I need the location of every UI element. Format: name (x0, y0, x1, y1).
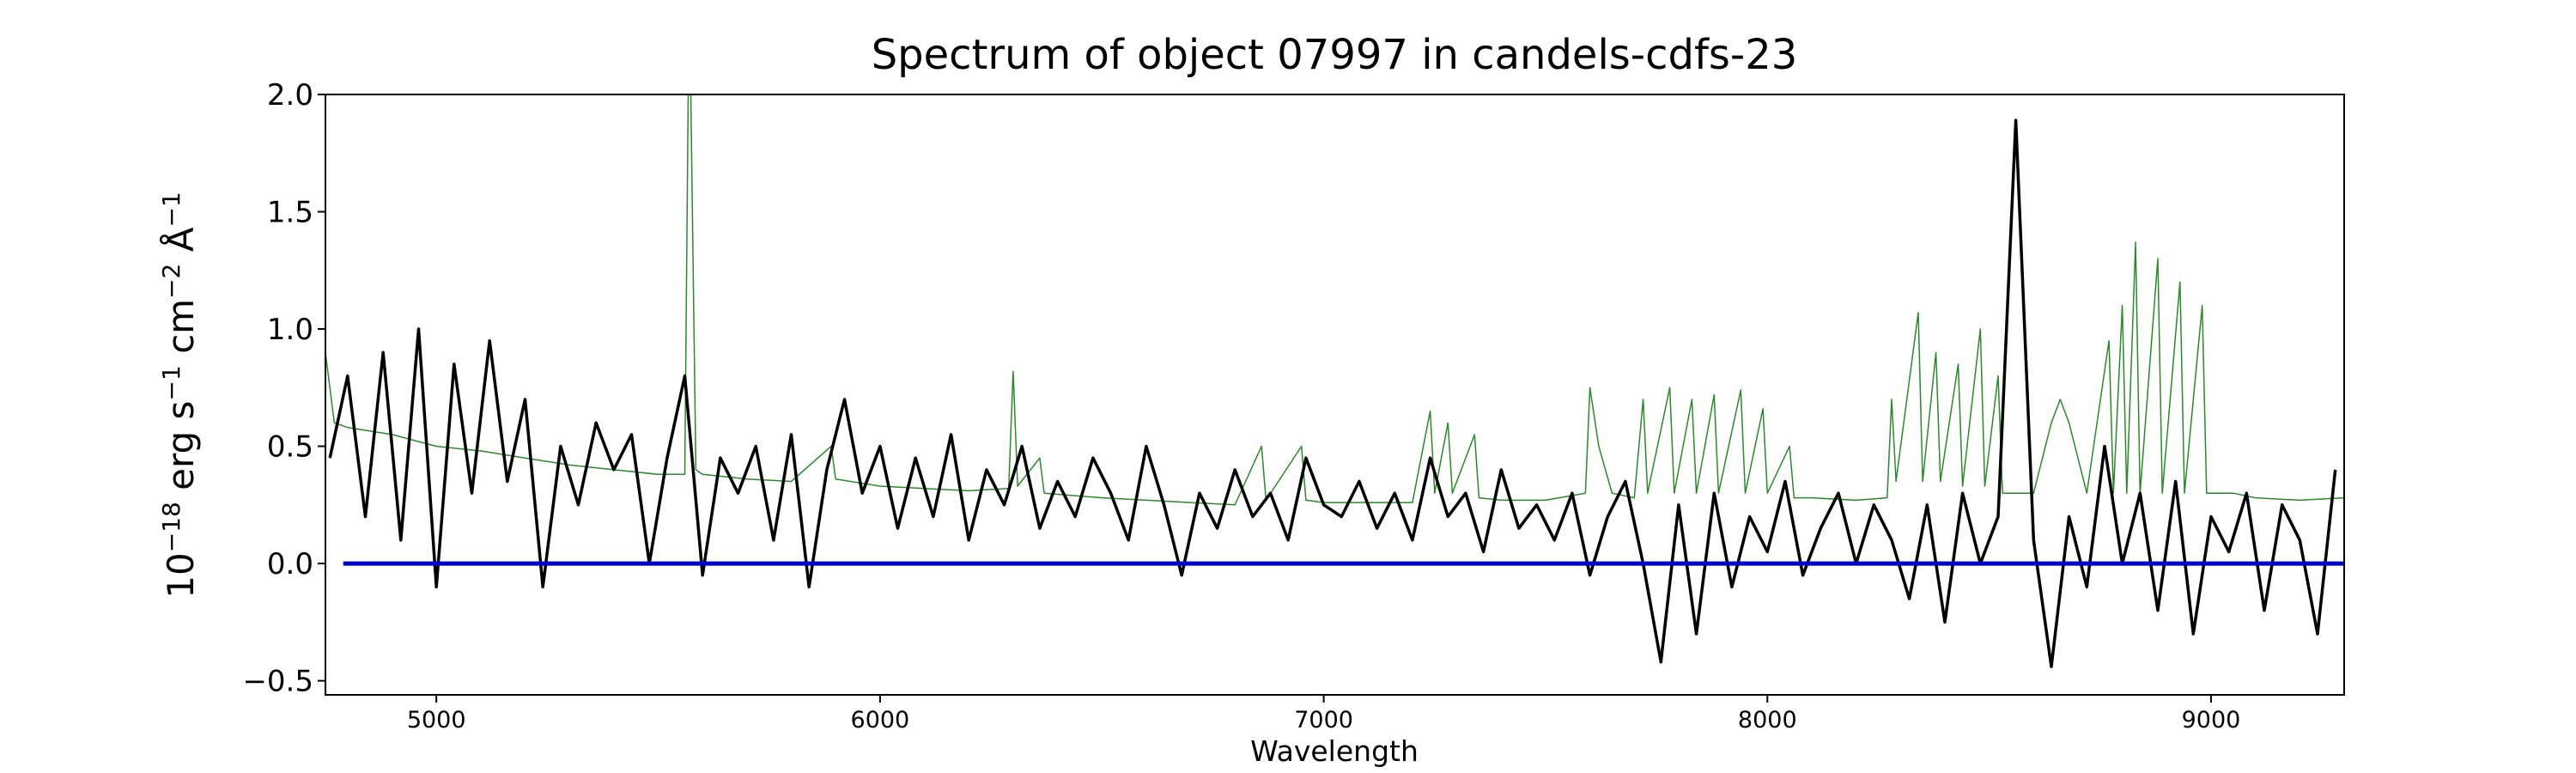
y-tick-label: 1.0 (267, 313, 313, 347)
y-tick-label: 0.0 (267, 547, 313, 581)
y-axis-label-part: cm (160, 299, 202, 365)
x-axis-label: Wavelength (1250, 734, 1419, 768)
y-tick-label: 2.0 (267, 78, 313, 113)
x-tick-label: 8000 (1738, 707, 1797, 733)
plot-area (325, 94, 2344, 668)
spectrum-line (325, 94, 2344, 506)
y-axis-label-part: −2 (157, 264, 185, 299)
y-axis-label-part: 10 (160, 552, 202, 598)
y-tick-label: 0.5 (267, 430, 313, 465)
x-tick-label: 6000 (851, 707, 910, 733)
x-tick-label: 5000 (407, 707, 466, 733)
spectrum-line (328, 119, 2337, 668)
x-tick-label: 7000 (1294, 707, 1353, 733)
y-axis-label: 10−18 erg s−1 cm−2 Å−1 (157, 192, 202, 598)
y-axis-label-part: −18 (157, 502, 185, 552)
y-axis-label-part: −1 (157, 192, 185, 227)
y-axis-label-part: Å (159, 227, 202, 263)
y-tick-label: −0.5 (242, 665, 313, 699)
y-axis-label-part: erg s (160, 401, 202, 502)
chart-title: Spectrum of object 07997 in candels-cdfs… (872, 31, 1798, 79)
x-tick-label: 9000 (2182, 707, 2241, 733)
y-tick-label: 1.5 (267, 196, 313, 230)
y-axis-label-part: −1 (157, 365, 185, 400)
axes-frame (325, 94, 2345, 696)
